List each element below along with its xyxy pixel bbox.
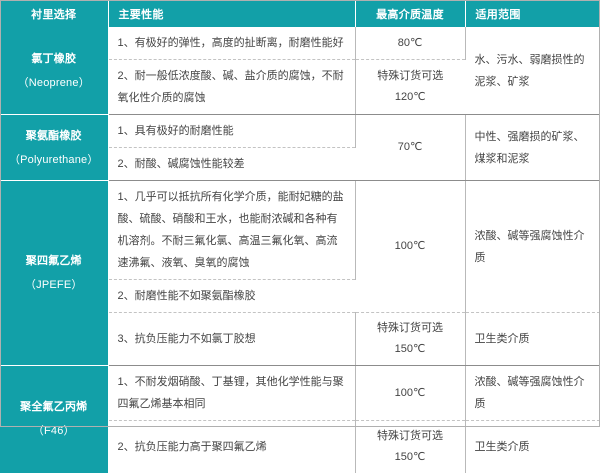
temperature-line: 150℃	[394, 343, 426, 355]
temperature-line: 80℃	[397, 36, 423, 49]
lining-name-en: （JPEFE）	[24, 279, 83, 291]
lining-name-en: （Neoprene）	[17, 76, 90, 89]
temperature-line: 150℃	[394, 451, 426, 463]
table-row: 聚全氟乙丙烯 （F46） 1、不耐发烟硝酸、丁基锂，其他化学性能与聚四氟乙烯基本…	[0, 365, 600, 474]
scope-line: 煤浆和泥浆	[474, 152, 530, 165]
temperature-line: 100℃	[394, 386, 426, 399]
scope-cell: 卫生类介质	[465, 420, 600, 473]
temperature-cell: 特殊订货可选 120℃	[355, 59, 465, 115]
table-row: 2、耐一般低浓度酸、碱、盐介质的腐蚀，不耐氧化性介质的腐蚀 特殊订货可选 120…	[0, 59, 600, 115]
performance-cell: 1、不耐发烟硝酸、丁基锂，其他化学性能与聚四氟乙烯基本相同	[108, 365, 356, 421]
scope-line: 质	[474, 398, 486, 410]
table-row: 2、耐磨性能不如聚氨酯橡胶	[0, 279, 600, 313]
header-main-performance: 主要性能	[108, 0, 356, 27]
performance-cell: 1、几乎可以抵抗所有化学介质，能耐妃糖的盐酸、硫酸、硝酸和王水，也能耐浓碱和各种…	[108, 180, 356, 280]
table-row: 3、抗负压能力不如氯丁胶想 特殊订货可选 150℃ 卫生类介质	[0, 312, 600, 366]
scope-cell: 卫生类介质	[465, 312, 600, 366]
lining-name-en: （Polyurethane）	[8, 153, 99, 166]
scope-line: 水、污水、弱磨损性的	[474, 53, 585, 66]
lining-name-cn: 聚四氟乙烯	[25, 255, 82, 267]
temperature-cell: 70℃	[355, 114, 466, 181]
performance-cell: 1、有极好的弹性，高度的扯断离，耐磨性能好	[108, 27, 356, 60]
scope-cell: 水、污水、弱磨损性的 泥浆、矿浆	[465, 27, 600, 115]
table-header: 衬里选择 主要性能 最高介质温度 适用范围	[0, 0, 600, 27]
performance-cell: 2、耐一般低浓度酸、碱、盐介质的腐蚀，不耐氧化性介质的腐蚀	[108, 59, 356, 115]
table-row: 2、耐酸、碱腐蚀性能较差	[0, 147, 600, 181]
lining-name-cn: 聚全氟乙丙烯	[20, 401, 88, 414]
scope-line: 泥浆、矿浆	[474, 75, 530, 88]
temperature-cell: 100℃	[355, 180, 466, 313]
lining-name-jpefe: 聚四氟乙烯 （JPEFE）	[0, 180, 109, 366]
temperature-cell: 特殊订货可选 150℃	[355, 420, 466, 473]
lining-name-polyurethane: 聚氨酯橡胶 （Polyurethane）	[0, 114, 109, 181]
scope-line: 浓酸、碱等强腐蚀性介	[474, 229, 585, 242]
header-lining-selection: 衬里选择	[0, 0, 109, 27]
table-row: 聚氨酯橡胶 （Polyurethane） 1、具有极好的耐磨性能 70℃ 中性、…	[0, 114, 600, 181]
lining-name-en: （F46）	[32, 425, 75, 438]
temperature-cell: 80℃	[355, 27, 466, 60]
table-header-row: 衬里选择 主要性能 最高介质温度 适用范围	[0, 0, 600, 27]
performance-cell: 2、耐酸、碱腐蚀性能较差	[108, 147, 355, 181]
scope-line: 卫生类介质	[474, 441, 530, 453]
scope-cell: 中性、强磨损的矿浆、 煤浆和泥浆	[465, 114, 600, 181]
lining-name-cn: 聚氨酯橡胶	[25, 129, 82, 142]
header-application-scope: 适用范围	[465, 0, 600, 27]
header-max-medium-temperature: 最高介质温度	[355, 0, 466, 27]
table-body: 氯丁橡胶 （Neoprene） 1、有极好的弹性，高度的扯断离，耐磨性能好 80…	[0, 27, 600, 474]
scope-cell: 浓酸、碱等强腐蚀性介 质	[465, 365, 600, 421]
temperature-line: 特殊订货可选	[377, 430, 443, 442]
temperature-line: 70℃	[397, 141, 423, 153]
scope-line: 中性、强磨损的矿浆、	[474, 130, 585, 143]
temperature-line: 特殊订货可选	[377, 70, 444, 82]
table-row: 氯丁橡胶 （Neoprene） 1、有极好的弹性，高度的扯断离，耐磨性能好 80…	[0, 27, 600, 115]
performance-cell: 2、抗负压能力高于聚四氟乙烯	[108, 420, 356, 473]
performance-cell: 2、耐磨性能不如聚氨酯橡胶	[108, 279, 355, 313]
table-row: 聚四氟乙烯 （JPEFE） 1、几乎可以抵抗所有化学介质，能耐妃糖的盐酸、硫酸、…	[0, 180, 600, 366]
temperature-line: 120℃	[394, 91, 426, 103]
scope-cell: 浓酸、碱等强腐蚀性介 质	[465, 180, 600, 313]
performance-cell: 1、具有极好的耐磨性能	[108, 114, 356, 148]
scope-line: 卫生类介质	[474, 333, 530, 345]
lining-name-cn: 氯丁橡胶	[31, 52, 77, 65]
temperature-cell: 100℃	[355, 365, 466, 421]
lining-name-neoprene: 氯丁橡胶 （Neoprene）	[0, 27, 109, 115]
performance-cell: 3、抗负压能力不如氯丁胶想	[108, 312, 356, 366]
lining-name-f46: 聚全氟乙丙烯 （F46）	[0, 365, 109, 474]
scope-line: 浓酸、碱等强腐蚀性介	[474, 376, 585, 388]
temperature-line: 100℃	[394, 240, 426, 252]
temperature-line: 特殊订货可选	[377, 322, 443, 334]
temperature-cell: 特殊订货可选 150℃	[355, 312, 466, 366]
scope-line: 质	[474, 251, 486, 264]
